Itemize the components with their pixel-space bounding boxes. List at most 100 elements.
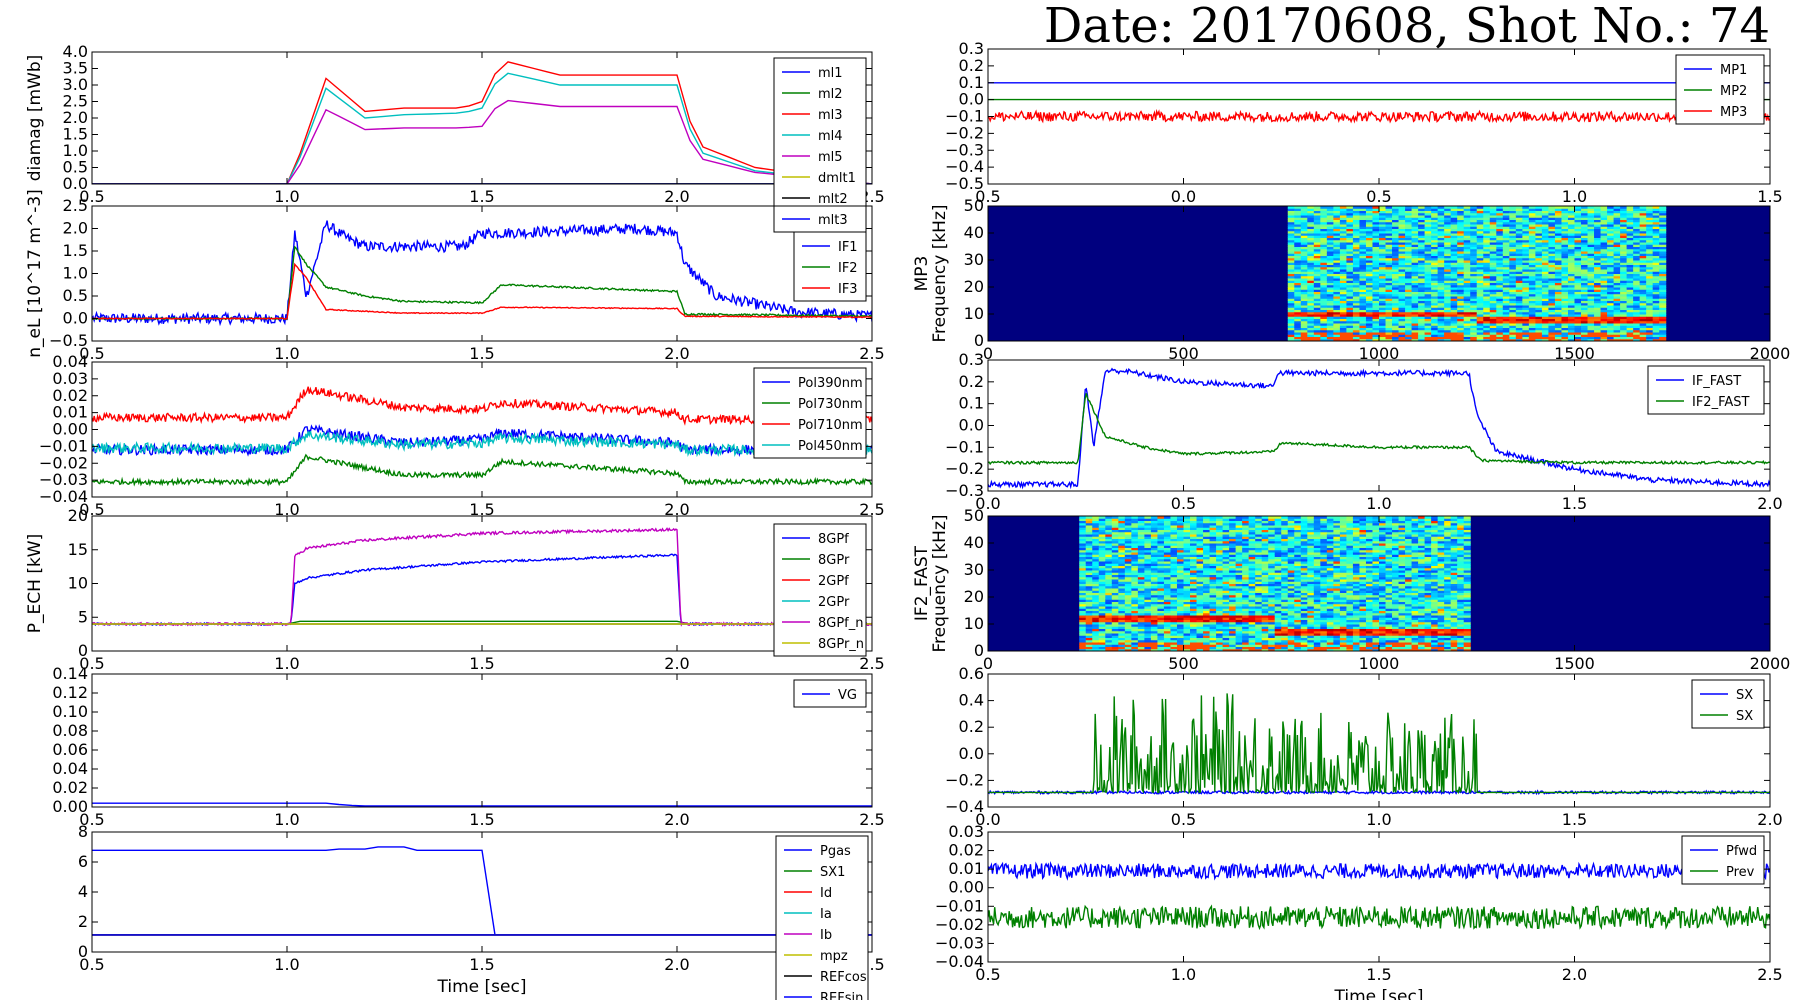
spectrogram-cell: [1307, 282, 1315, 286]
spectrogram-cell: [1574, 296, 1582, 299]
spectrogram-cell: [1398, 255, 1406, 259]
spectrogram-cell: [1313, 262, 1321, 265]
legend-label: ml4: [818, 129, 843, 144]
spectrogram-cell: [1105, 579, 1113, 582]
spectrogram-cell: [1587, 221, 1595, 225]
spectrogram-cell: [1105, 630, 1113, 634]
spectrogram-cell: [1365, 260, 1373, 263]
spectrogram-cell: [1489, 327, 1497, 331]
spectrogram-cell: [1294, 262, 1302, 265]
spectrogram-cell: [1385, 237, 1393, 241]
spectrogram-cell: [1489, 262, 1497, 265]
spectrogram-cell: [1098, 579, 1106, 582]
spectrogram-cell: [1137, 599, 1145, 602]
spectrogram-cell: [1085, 648, 1093, 651]
spectrogram-cell: [1294, 296, 1302, 299]
spectrogram-cell: [1522, 257, 1530, 261]
spectrogram-cell: [1522, 329, 1530, 333]
spectrogram-cell: [1392, 237, 1400, 241]
spectrogram-cell: [1470, 280, 1478, 283]
spectrogram-cell: [1118, 558, 1126, 562]
spectrogram-cell: [1385, 210, 1393, 214]
spectrogram-cell: [1633, 329, 1641, 333]
spectrogram-cell: [1392, 311, 1400, 315]
spectrogram-cell: [1548, 327, 1556, 331]
x-tick-label: 2.0: [664, 187, 689, 206]
spectrogram-cell: [1437, 302, 1445, 306]
spectrogram-cell: [1652, 255, 1660, 259]
spectrogram-cell: [1431, 289, 1439, 292]
spectrogram-cell: [1600, 210, 1608, 214]
spectrogram-cell: [1287, 260, 1295, 263]
spectrogram-cell: [1620, 300, 1628, 304]
spectrogram-cell: [1111, 561, 1119, 564]
spectrogram-cell: [1300, 334, 1308, 337]
spectrogram-cell: [1470, 314, 1478, 317]
spectrogram-cell: [1079, 597, 1087, 600]
spectrogram-cell: [1326, 251, 1334, 254]
spectrogram-cell: [1437, 329, 1445, 333]
spectrogram-cell: [1561, 215, 1569, 218]
spectrogram-cell: [1489, 280, 1497, 283]
spectrogram-cell: [1183, 606, 1191, 609]
spectrogram-cell: [1320, 244, 1328, 247]
spectrogram-cell: [1326, 257, 1334, 261]
spectrogram-cell: [1561, 320, 1569, 324]
spectrogram-cell: [1502, 210, 1510, 214]
spectrogram-cell: [1170, 576, 1178, 580]
spectrogram-cell: [1567, 291, 1575, 295]
spectrogram-cell: [1307, 264, 1315, 268]
spectrogram-cell: [1124, 628, 1132, 632]
spectrogram-cell: [1548, 338, 1556, 341]
spectrogram-cell: [1398, 217, 1406, 220]
spectrogram-cell: [1581, 251, 1589, 254]
spectrogram-cell: [1431, 260, 1439, 263]
spectrogram-cell: [1457, 219, 1465, 223]
spectrogram-cell: [1157, 590, 1165, 593]
spectrogram-cell: [1483, 221, 1491, 225]
spectrogram-cell: [1431, 230, 1439, 234]
spectrogram-cell: [1365, 329, 1373, 333]
spectrogram-cell: [1437, 269, 1445, 272]
spectrogram-cell: [1424, 260, 1432, 263]
spectrogram-cell: [1483, 233, 1491, 236]
x-tick-label: 2.5: [859, 654, 884, 673]
spectrogram-cell: [1502, 221, 1510, 225]
spectrogram-cell: [1489, 228, 1497, 232]
spectrogram-cell: [1346, 273, 1354, 277]
spectrogram-cell: [1294, 318, 1302, 322]
spectrogram-cell: [1574, 291, 1582, 295]
spectrogram-cell: [1085, 630, 1093, 634]
spectrogram-cell: [1554, 215, 1562, 218]
spectrogram-cell: [1587, 298, 1595, 301]
spectrogram-cell: [1463, 338, 1471, 341]
pech-frame: [91, 515, 873, 652]
spectrogram-cell: [1600, 221, 1608, 225]
spectrogram-cell: [1170, 549, 1178, 553]
spectrogram-cell: [1111, 529, 1119, 533]
spectrogram-cell: [1411, 320, 1419, 324]
spectrogram-cell: [1581, 284, 1589, 288]
spectrogram-cell: [1170, 558, 1178, 562]
spectrogram-cell: [1496, 309, 1504, 313]
spectrogram-cell: [1333, 298, 1341, 301]
legend-label: 2GPf: [818, 574, 849, 589]
legend-label: mlt2: [818, 192, 848, 207]
spectrogram-cell: [1287, 311, 1295, 315]
spectrogram-cell: [1528, 329, 1536, 333]
spectrogram-cell: [1587, 275, 1595, 279]
spectrogram-cell: [1379, 235, 1387, 238]
spectrogram-cell: [1541, 307, 1549, 310]
spectrogram-cell: [1339, 325, 1347, 328]
spectrogram-cell: [1379, 278, 1387, 281]
spectrogram-cell: [1294, 278, 1302, 281]
spectrogram-cell: [1157, 588, 1165, 591]
spectrogram-cell: [1541, 248, 1549, 252]
spectrogram-cell: [1372, 230, 1380, 234]
y-tick-label: 0: [78, 942, 88, 961]
spectrogram-cell: [1365, 291, 1373, 295]
spectrogram-cell: [1509, 248, 1517, 252]
spectrogram-cell: [1124, 545, 1132, 548]
spectrogram-cell: [1339, 219, 1347, 223]
